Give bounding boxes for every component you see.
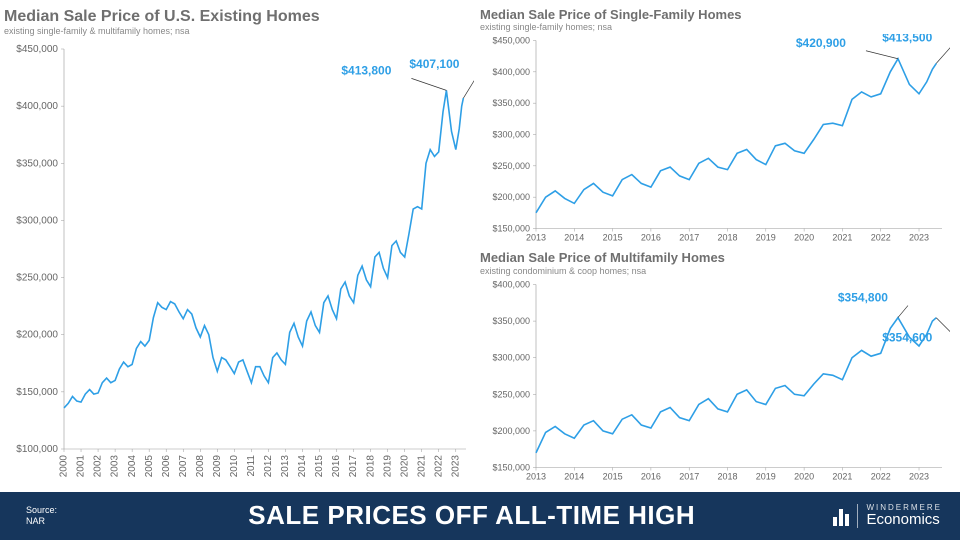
svg-text:$450,000: $450,000 — [16, 44, 58, 55]
svg-text:2000: 2000 — [59, 454, 70, 477]
svg-text:2017: 2017 — [348, 454, 359, 477]
svg-text:2004: 2004 — [127, 454, 138, 477]
svg-text:2014: 2014 — [564, 471, 584, 481]
source-block: Source: NAR — [0, 505, 110, 527]
svg-text:$450,000: $450,000 — [492, 36, 530, 46]
source-value: NAR — [26, 516, 100, 527]
chart-main: $100,000 $150,000 $200,000 $250,000 $300,000… — [4, 38, 474, 488]
svg-text:$150,000: $150,000 — [16, 386, 58, 397]
svg-text:$400,000: $400,000 — [492, 67, 530, 77]
svg-text:$350,000: $350,000 — [16, 158, 58, 169]
svg-text:2023: 2023 — [909, 471, 929, 481]
svg-text:$150,000: $150,000 — [492, 462, 530, 472]
brand-bars-icon — [833, 506, 849, 526]
chart-mf-title: Median Sale Price of Multifamily Homes — [480, 251, 950, 265]
svg-text:2015: 2015 — [603, 471, 623, 481]
footer-bar: Source: NAR SALE PRICES OFF ALL-TIME HIG… — [0, 492, 960, 540]
svg-text:2010: 2010 — [229, 454, 240, 477]
svg-text:2018: 2018 — [717, 233, 737, 243]
svg-text:$200,000: $200,000 — [492, 425, 530, 435]
svg-text:$200,000: $200,000 — [492, 192, 530, 202]
chart-sf: $150,000 $200,000 $250,000 $300,000 $350,000… — [480, 34, 950, 249]
svg-text:$300,000: $300,000 — [16, 215, 58, 226]
svg-text:2001: 2001 — [76, 454, 87, 477]
svg-text:2019: 2019 — [756, 471, 776, 481]
svg-text:2023: 2023 — [450, 454, 461, 477]
source-label: Source: — [26, 505, 100, 516]
svg-text:2022: 2022 — [433, 454, 444, 477]
chart-main-subtitle: existing single-family & multifamily hom… — [4, 26, 474, 36]
svg-text:2020: 2020 — [399, 454, 410, 477]
svg-text:$413,800: $413,800 — [341, 63, 391, 77]
svg-text:2009: 2009 — [212, 454, 223, 477]
chart-main-title: Median Sale Price of U.S. Existing Homes — [4, 8, 474, 26]
svg-text:$354,800: $354,800 — [838, 290, 888, 304]
svg-text:2016: 2016 — [641, 233, 661, 243]
svg-text:2005: 2005 — [144, 454, 155, 477]
svg-text:2013: 2013 — [280, 454, 291, 477]
svg-text:2015: 2015 — [314, 454, 325, 477]
svg-text:$407,100: $407,100 — [409, 57, 459, 71]
svg-text:$350,000: $350,000 — [492, 98, 530, 108]
svg-text:2016: 2016 — [331, 454, 342, 477]
svg-text:2018: 2018 — [717, 471, 737, 481]
svg-text:$413,500: $413,500 — [882, 34, 932, 44]
svg-text:$350,000: $350,000 — [492, 316, 530, 326]
svg-text:2006: 2006 — [161, 454, 172, 477]
chart-sf-subtitle: existing single-family homes; nsa — [480, 22, 950, 32]
svg-text:2014: 2014 — [564, 233, 584, 243]
svg-text:2020: 2020 — [794, 471, 814, 481]
svg-text:$300,000: $300,000 — [492, 352, 530, 362]
chart-mf-subtitle: existing condominium & coop homes; nsa — [480, 266, 950, 276]
svg-text:2014: 2014 — [297, 454, 308, 477]
svg-text:2017: 2017 — [679, 233, 699, 243]
svg-text:$200,000: $200,000 — [16, 329, 58, 340]
svg-text:2008: 2008 — [195, 454, 206, 477]
svg-text:2015: 2015 — [603, 233, 623, 243]
svg-text:2023: 2023 — [909, 233, 929, 243]
svg-text:2012: 2012 — [263, 454, 274, 477]
svg-text:2021: 2021 — [832, 233, 852, 243]
svg-text:2022: 2022 — [871, 233, 891, 243]
brand-line2: Economics — [866, 512, 942, 528]
brand-line1: WINDERMERE — [866, 504, 942, 512]
svg-text:2011: 2011 — [246, 454, 257, 476]
svg-text:2019: 2019 — [382, 454, 393, 477]
svg-text:2002: 2002 — [93, 454, 104, 477]
chart-sf-title: Median Sale Price of Single-Family Homes — [480, 8, 950, 22]
svg-text:$300,000: $300,000 — [492, 130, 530, 140]
svg-text:$250,000: $250,000 — [492, 389, 530, 399]
svg-text:2018: 2018 — [365, 454, 376, 477]
brand-text: WINDERMERE Economics — [857, 504, 942, 528]
svg-text:$400,000: $400,000 — [16, 101, 58, 112]
svg-text:$420,900: $420,900 — [796, 36, 846, 50]
svg-text:2021: 2021 — [832, 471, 852, 481]
svg-text:$150,000: $150,000 — [492, 224, 530, 234]
headline: SALE PRICES OFF ALL-TIME HIGH — [110, 500, 833, 531]
svg-text:2007: 2007 — [178, 454, 189, 477]
svg-text:2020: 2020 — [794, 233, 814, 243]
svg-text:2022: 2022 — [871, 471, 891, 481]
svg-text:$250,000: $250,000 — [492, 161, 530, 171]
svg-text:$250,000: $250,000 — [16, 272, 58, 283]
svg-text:2013: 2013 — [526, 233, 546, 243]
svg-text:2016: 2016 — [641, 471, 661, 481]
svg-text:$354,600: $354,600 — [882, 330, 932, 344]
brand-block: WINDERMERE Economics — [833, 504, 960, 528]
svg-text:2019: 2019 — [756, 233, 776, 243]
svg-text:2017: 2017 — [679, 471, 699, 481]
chart-mf: $150,000 $200,000 $250,000 $300,000 $350,000… — [480, 278, 950, 488]
svg-text:2021: 2021 — [416, 454, 427, 477]
svg-text:$400,000: $400,000 — [492, 279, 530, 289]
svg-text:2013: 2013 — [526, 471, 546, 481]
svg-text:$100,000: $100,000 — [16, 444, 58, 455]
svg-text:2003: 2003 — [110, 454, 121, 477]
